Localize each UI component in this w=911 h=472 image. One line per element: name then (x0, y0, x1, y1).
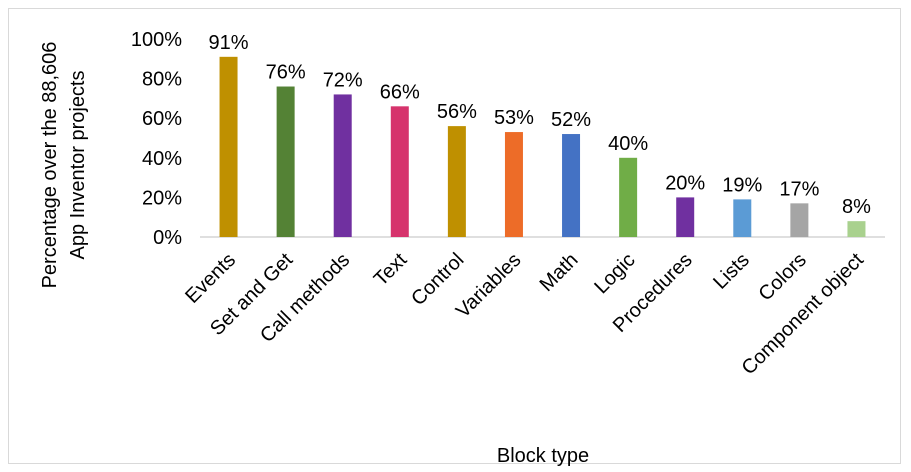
data-label: 76% (266, 62, 306, 84)
y-tick-label: 20% (142, 187, 182, 209)
y-axis-ticks: 0% 20% 40% 60% 80% 100% (131, 29, 182, 249)
y-tick-label: 80% (142, 69, 182, 91)
data-labels: 91% 76% 72% 66% 56% 53% 52% 40% 20% 19% 17% 8% (209, 32, 872, 218)
bar (276, 86, 295, 238)
data-label: 40% (608, 133, 648, 155)
data-label: 20% (665, 172, 705, 194)
y-tick-label: 40% (142, 148, 182, 170)
bar (676, 197, 695, 237)
bar (619, 157, 638, 237)
bar (790, 203, 809, 237)
y-axis-title-line-1: Percentage over the 88,606 (39, 42, 61, 289)
data-label: 72% (323, 69, 363, 91)
data-label: 53% (494, 107, 534, 129)
bar (562, 134, 581, 237)
x-tick-label: Colors (754, 249, 810, 305)
x-tick-label: Text (370, 249, 412, 291)
data-label: 8% (842, 196, 871, 218)
data-label: 56% (437, 101, 477, 123)
bar (333, 94, 352, 237)
data-label: 19% (722, 174, 762, 196)
y-tick-label: 0% (153, 227, 182, 249)
x-tick-label: Math (536, 249, 583, 296)
data-label: 52% (551, 109, 591, 131)
x-tick-label: Logic (590, 249, 639, 298)
bar (847, 221, 866, 237)
y-axis-title-line-2: App Inventor projects (67, 71, 89, 260)
bar (219, 56, 238, 237)
data-label: 17% (779, 178, 819, 200)
bar (390, 106, 409, 237)
data-label: 91% (209, 32, 249, 54)
y-tick-label: 100% (131, 29, 182, 51)
x-tick-label: Lists (709, 249, 754, 294)
bars (219, 56, 866, 238)
bar (504, 132, 523, 237)
bar (447, 126, 466, 237)
x-axis-title: Block type (497, 445, 589, 467)
data-label: 66% (380, 81, 420, 103)
bar (733, 199, 752, 237)
y-tick-label: 60% (142, 108, 182, 130)
